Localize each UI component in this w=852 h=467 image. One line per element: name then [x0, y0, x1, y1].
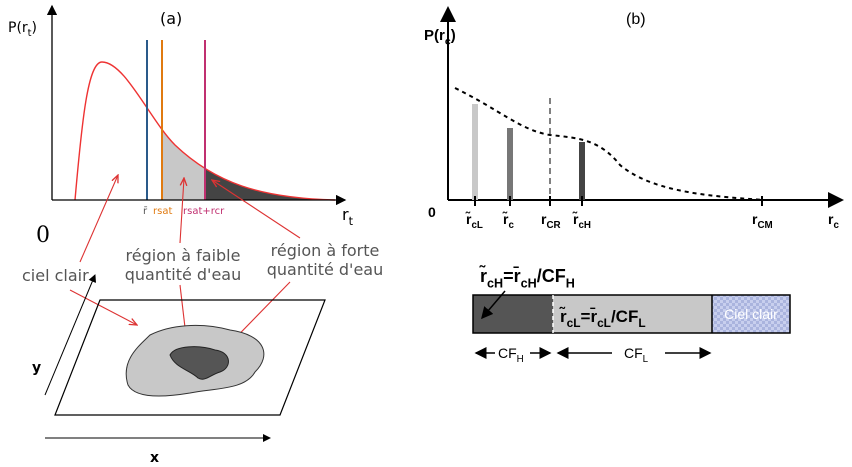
formula-part: r̃: [559, 306, 567, 326]
panel-a: (a) P(rt) rt 0 r̄ rsat rsat+rcr ciel cla…: [8, 4, 384, 466]
distribution-curve: [74, 61, 336, 201]
distribution-fill-mid: [162, 129, 205, 200]
subscript: c: [445, 36, 451, 48]
formula-part: r̃: [572, 210, 579, 227]
segment-clear: [712, 295, 790, 333]
formula: r̃cL=r̄cL/CFL: [559, 306, 645, 330]
formula-part: r: [541, 211, 547, 227]
annotation: région à faible: [126, 246, 241, 265]
arrow: [212, 180, 301, 239]
formula-part: /CF: [611, 307, 638, 326]
formula-part: ): [451, 27, 456, 44]
arrow: [179, 178, 184, 244]
subscript: CM: [757, 220, 772, 231]
arrow: [69, 289, 137, 325]
x-tick-label: r̃c: [502, 210, 515, 231]
x-tick-label: rCR: [541, 211, 561, 231]
map-plane: [54, 299, 326, 416]
map-x-label: x: [150, 450, 159, 466]
formula-part: =r̄: [503, 266, 521, 286]
subscript: H: [566, 276, 575, 290]
formula-part: r̃: [502, 210, 509, 227]
marker-label: rsat+rcr: [183, 206, 225, 217]
formula-part: r: [342, 205, 349, 224]
origin-label: 0: [428, 204, 436, 220]
formula: r̃cH=r̄cH/CFH: [479, 264, 575, 290]
bar-mean: [507, 128, 513, 200]
annotation: région à forte: [271, 241, 380, 260]
subscript: L: [643, 354, 649, 365]
tick-marks: [474, 196, 763, 206]
subscript: t: [28, 28, 32, 39]
formula-part: ): [32, 20, 37, 36]
cloud-high: [169, 346, 229, 380]
panel-label: (a): [160, 9, 182, 28]
formula-part: P(r: [424, 27, 445, 44]
x-tick-label: r̃cL: [465, 210, 483, 231]
distribution-fill-tail: [205, 168, 335, 200]
subscript: c: [508, 220, 514, 231]
subscript: H: [517, 354, 524, 365]
span-label: CFH: [498, 345, 524, 365]
segment-low: [553, 295, 712, 333]
formula-part: =r̄: [581, 307, 598, 326]
subscript: L: [638, 316, 645, 330]
annotation: quantité d'eau: [125, 265, 242, 284]
marker-label: r̄: [143, 206, 148, 217]
formula-part: r: [828, 211, 834, 227]
x-tick-label: rCM: [752, 211, 773, 231]
formula-part: r̃: [479, 264, 487, 286]
map-y-label: y: [32, 360, 41, 376]
bar-frame: [472, 294, 791, 334]
x-axis-label: rc: [828, 211, 839, 231]
formula-part: CF: [624, 345, 643, 361]
subscript: cL: [597, 316, 611, 330]
subscript: cH: [487, 276, 503, 290]
subscript: t: [349, 215, 354, 228]
subscript: cH: [578, 220, 591, 231]
formula-part: r: [752, 211, 758, 227]
bar-high: [579, 142, 585, 200]
distribution-curve: [454, 87, 766, 201]
subscript: cH: [521, 276, 537, 290]
arrow: [481, 290, 506, 320]
span-label: CFL: [624, 345, 649, 365]
annotation: quantité d'eau: [267, 260, 384, 279]
subscript: c: [833, 220, 839, 231]
subscript: cL: [471, 220, 482, 231]
annotation-arrows: [69, 175, 301, 360]
bar-low: [472, 104, 478, 200]
y-axis-label: P(rt): [8, 20, 37, 39]
map-y-axis: [44, 274, 96, 396]
formula-part: r̃: [465, 210, 472, 227]
formula-part: CF: [498, 345, 517, 361]
panel-label: (b): [626, 11, 646, 28]
x-axis-label: rt: [342, 205, 354, 228]
x-tick-label: r̃cH: [572, 210, 591, 231]
subscript: cL: [567, 316, 581, 330]
panel-b: (b) P(rc) 0 r̃cL r̃c rCR r̃cH rCM rc r̃c…: [424, 6, 844, 365]
formula-part: P(r: [8, 20, 28, 36]
y-axis-label: P(rc): [424, 27, 456, 48]
annotation: ciel clair: [22, 266, 89, 285]
origin-label: 0: [36, 223, 50, 248]
subscript: CR: [546, 220, 560, 231]
marker-label: rsat: [153, 206, 172, 217]
clear-sky-label: Ciel clair: [724, 306, 778, 322]
arrow: [79, 175, 118, 263]
formula-part: /CF: [537, 266, 566, 286]
